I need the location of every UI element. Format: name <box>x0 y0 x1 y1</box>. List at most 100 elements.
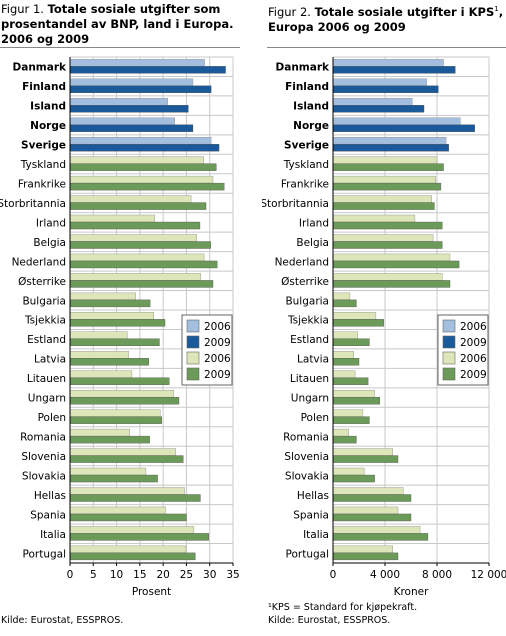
bar-2006-irland <box>69 214 155 223</box>
bar-2009-frankrike <box>69 182 225 191</box>
bar-2006-frankrike <box>69 175 214 184</box>
bar-2009-italia <box>69 533 209 541</box>
bar-2006-bulgaria <box>332 292 351 301</box>
legend-swatch-1 <box>186 335 200 349</box>
bar-2006-hellas <box>332 487 404 495</box>
bar-2006-latvia <box>69 351 129 359</box>
bar-2006-tsjekkia <box>69 312 155 320</box>
bar-2009-latvia <box>69 358 149 366</box>
category-label-storbritannia: Storbritannia <box>262 198 329 210</box>
category-label-italia: Italia <box>40 529 66 541</box>
category-label-norge: Norge <box>293 120 329 132</box>
figure-1-title: Figur 1. Totale sosiale utgifter som pro… <box>1 2 233 47</box>
bar-2006-nederland <box>69 253 205 262</box>
legend-swatch-3 <box>442 367 456 381</box>
bar-2009-sverige <box>69 143 220 152</box>
bar-2009-hellas <box>69 494 201 502</box>
figure-1-prefix: Figur 1. <box>1 2 48 16</box>
figure-2-title-sup: 1 <box>494 5 499 13</box>
bar-2009-irland <box>332 221 443 230</box>
category-label-estland: Estland <box>290 334 329 346</box>
category-label-irland: Irland <box>36 217 66 229</box>
bar-2009-finland <box>69 85 212 94</box>
bar-2006-slovakia <box>69 467 147 476</box>
bar-2009-bulgaria <box>69 299 151 308</box>
bar-2006-portugal <box>69 545 187 554</box>
bar-2009-belgia <box>332 241 443 249</box>
bar-2009-estland <box>332 338 370 347</box>
bar-2009-slovenia <box>69 455 184 463</box>
bar-2006-tyskland <box>332 156 438 164</box>
bar-2009-slovakia <box>69 474 158 483</box>
bar-2009-belgia <box>69 241 211 249</box>
bar-2006-italia <box>332 526 421 534</box>
bar-2006-estland <box>332 331 358 340</box>
bar-2006-norge <box>332 117 461 125</box>
category-label-danmark: Danmark <box>276 62 330 74</box>
bar-2006-osterrike <box>69 273 202 281</box>
bar-2009-nederland <box>332 260 460 269</box>
x-axis-title: Kroner <box>394 586 430 598</box>
legend-label-1: 2009 <box>204 337 231 349</box>
legend-label-2: 2006 <box>460 353 487 365</box>
category-label-bulgaria: Bulgaria <box>22 295 66 307</box>
chart-2-kps: Danmark Finland Island Norge Sverige Tyskland… <box>262 56 506 598</box>
bar-2006-tyskland <box>69 156 204 164</box>
category-label-bulgaria: Bulgaria <box>285 295 329 307</box>
bar-2006-spania <box>69 506 166 515</box>
category-label-litauen: Litauen <box>290 373 329 385</box>
category-label-island: Island <box>30 101 66 113</box>
bar-2009-romania <box>69 435 150 444</box>
category-label-portugal: Portugal <box>286 548 330 560</box>
bar-2009-storbritannia <box>332 202 435 210</box>
category-label-slovenia: Slovenia <box>284 451 329 463</box>
category-label-finland: Finland <box>285 81 329 93</box>
figure-2-footnote: ¹KPS = Standard for kjøpekraft. <box>268 602 418 613</box>
bar-2006-osterrike <box>332 273 443 281</box>
legend-label-0: 2006 <box>460 321 487 333</box>
figure-2-prefix: Figur 2. <box>268 4 315 19</box>
category-label-polen: Polen <box>38 412 66 424</box>
bar-2009-tsjekkia <box>332 319 384 327</box>
figure-1-title-line3: 2006 og 2009 <box>1 32 90 46</box>
bar-2006-polen <box>332 409 364 417</box>
x-tick-label-0: 0 <box>67 569 74 581</box>
bar-2009-polen <box>332 416 370 424</box>
category-label-osterrike: Østerrike <box>18 276 66 288</box>
x-tick-label-2: 8 000 <box>422 569 452 581</box>
category-label-sverige: Sverige <box>21 140 66 152</box>
bar-2009-spania <box>332 513 412 522</box>
category-label-tsjekkia: Tsjekkia <box>24 315 66 327</box>
x-tick-label-1: 4 000 <box>370 569 400 581</box>
legend-swatch-0 <box>442 319 456 333</box>
category-label-nederland: Nederland <box>12 256 66 268</box>
bar-2009-storbritannia <box>69 202 207 210</box>
bar-2006-norge <box>69 117 175 125</box>
bar-2006-latvia <box>332 351 354 359</box>
bar-2009-slovenia <box>332 455 399 463</box>
bar-2009-ungarn <box>69 396 180 405</box>
bar-2006-portugal <box>332 545 393 554</box>
x-axis-title: Prosent <box>132 586 171 598</box>
category-label-danmark: Danmark <box>13 62 67 74</box>
bar-2006-belgia <box>69 234 197 242</box>
figure-1-source: Kilde: Eurostat, ESSPROS. <box>1 615 124 626</box>
bar-2006-storbritannia <box>332 195 433 203</box>
bar-2009-polen <box>69 416 162 424</box>
category-label-estland: Estland <box>27 334 66 346</box>
category-label-hellas: Hellas <box>297 490 329 502</box>
bar-2009-nederland <box>69 260 218 269</box>
bar-2006-polen <box>69 409 161 417</box>
category-label-norge: Norge <box>30 120 66 132</box>
x-tick-label-0: 0 <box>330 569 337 581</box>
chart-1-percent-of-gdp: Danmark Finland Island Norge Sverige Tyskland… <box>0 56 240 598</box>
bar-2006-slovakia <box>332 467 365 476</box>
x-tick-label-7: 35 <box>226 569 239 581</box>
category-label-island: Island <box>293 101 329 113</box>
category-label-slovakia: Slovakia <box>285 470 329 482</box>
bar-2009-osterrike <box>69 280 214 288</box>
category-label-finland: Finland <box>22 81 66 93</box>
category-label-belgia: Belgia <box>33 237 66 249</box>
bar-2006-finland <box>332 78 427 87</box>
bar-2009-tyskland <box>332 163 444 171</box>
